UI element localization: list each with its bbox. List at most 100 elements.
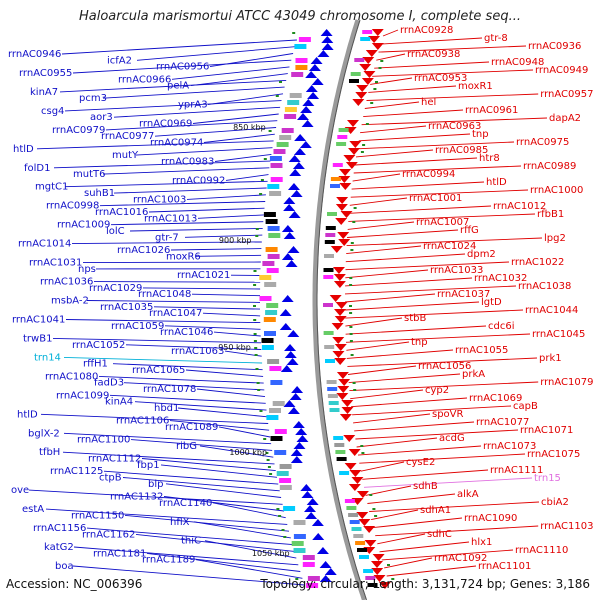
gene-label-left: trwB1: [23, 333, 52, 344]
forward-gene-arrow: [339, 183, 352, 190]
gc-block: [291, 541, 304, 546]
minor-tick: [253, 270, 257, 272]
forward-gene-arrow: [343, 155, 356, 162]
gene-label-left: bglX-2: [28, 428, 60, 439]
callout-line: [160, 464, 278, 478]
callout-line: [207, 93, 284, 106]
gene-label-left: yprA3: [178, 100, 208, 111]
callout-line: [53, 160, 271, 169]
forward-gene-arrow: [368, 36, 381, 43]
reverse-gene-arrow: [301, 491, 314, 498]
callout-line: [348, 213, 536, 222]
feature-tracks: [253, 29, 395, 589]
gc-block: [272, 401, 285, 406]
gene-label-right: hel: [421, 97, 436, 108]
callout-line: [52, 337, 262, 344]
gene-label-left: rrnAC0966: [118, 74, 171, 85]
gene-label-right: rrnAC1001: [409, 193, 462, 204]
minor-tick: [349, 340, 353, 342]
gene-label-right: acdG: [439, 433, 465, 444]
minor-tick: [353, 389, 357, 391]
gene-label-right: rrnAC0963: [428, 121, 481, 132]
callout-line: [195, 559, 303, 579]
reverse-gene-arrow: [294, 134, 307, 141]
minor-tick: [255, 235, 259, 237]
gene-label-left: rrnAC1009: [57, 220, 110, 231]
reverse-gene-arrow: [300, 484, 313, 491]
forward-gene-arrow: [336, 372, 349, 379]
reverse-gene-arrow: [312, 533, 325, 540]
gc-block: [337, 135, 348, 139]
gene-label-left: ove: [11, 485, 29, 496]
callout-line: [381, 549, 514, 561]
gene-label-left: rrnAC0998: [46, 201, 99, 212]
minor-tick: [370, 102, 374, 104]
gene-label-left: ctpB: [99, 473, 122, 484]
gc-block: [279, 464, 292, 469]
callout-line: [123, 382, 265, 391]
callout-line: [113, 106, 281, 118]
gc-block: [283, 506, 296, 511]
callout-line: [134, 401, 267, 411]
callout-line: [350, 389, 424, 400]
gene-label-right: sdhC: [427, 529, 452, 540]
minor-tick: [374, 515, 378, 517]
callout-line: [202, 312, 261, 317]
callout-line: [197, 214, 264, 219]
gene-label-left: rrnAC1026: [117, 245, 170, 256]
gene-label-left: rrnAC1035: [100, 302, 153, 313]
callout-line: [196, 388, 266, 398]
minor-tick: [349, 333, 353, 335]
gene-label-right: cdc6i: [488, 321, 514, 332]
gene-label-left: rrnAC0983: [161, 157, 214, 168]
gene-label-left: folD1: [24, 163, 50, 174]
callout-line: [36, 140, 274, 150]
kbp-tick-label: 1050 kbp: [252, 549, 290, 558]
gene-label-left: ribG: [176, 441, 197, 452]
callout-line: [218, 426, 271, 438]
callout-line: [72, 565, 305, 586]
gc-block: [259, 296, 272, 301]
callout-line: [63, 356, 263, 364]
gene-label-left: suhB1: [84, 188, 115, 199]
gc-block: [359, 555, 369, 559]
minor-tick: [353, 207, 357, 209]
gc-block: [266, 268, 279, 273]
gc-block: [323, 303, 333, 307]
gene-label-left: rrnAC1047: [149, 308, 202, 319]
minor-tick: [259, 193, 263, 195]
callout-line: [371, 509, 419, 521]
reverse-gene-arrow: [290, 456, 303, 463]
callout-line: [61, 39, 297, 55]
gene-label-right: rrnAC1069: [469, 393, 522, 404]
gc-block: [323, 331, 334, 335]
gc-block: [298, 37, 311, 42]
minor-tick: [352, 221, 356, 223]
callout-line: [351, 181, 485, 190]
gene-label-left: rrnAC1036: [40, 277, 93, 288]
callout-line: [213, 331, 261, 337]
gc-block: [265, 310, 278, 315]
gene-label-left: mgtC1: [35, 182, 68, 193]
callout-line: [163, 496, 285, 512]
gene-label-left: rrnAC1021: [177, 270, 230, 281]
topology-text: Topology: circular; Length: 3,131,724 bp…: [260, 577, 590, 591]
reverse-gene-arrow: [305, 85, 318, 92]
callout-line: [352, 173, 401, 182]
forward-gene-arrow: [333, 281, 346, 288]
callout-line: [86, 300, 261, 303]
gene-label-right: rrnAC1037: [437, 289, 490, 300]
gene-label-right: htr8: [479, 153, 500, 164]
gene-label-right: alkA: [457, 489, 479, 500]
gene-label-right: rrnAC0994: [402, 169, 455, 180]
reverse-gene-arrow: [289, 169, 302, 176]
kbp-tick-label: 900 kbp: [219, 236, 252, 245]
callout-line: [45, 508, 288, 525]
gc-block: [306, 583, 319, 588]
gc-block: [268, 233, 281, 238]
callout-line: [124, 514, 290, 532]
callout-line: [72, 59, 292, 74]
gene-label-right: rrnAC1077: [476, 417, 529, 428]
callout-line: [362, 469, 489, 480]
